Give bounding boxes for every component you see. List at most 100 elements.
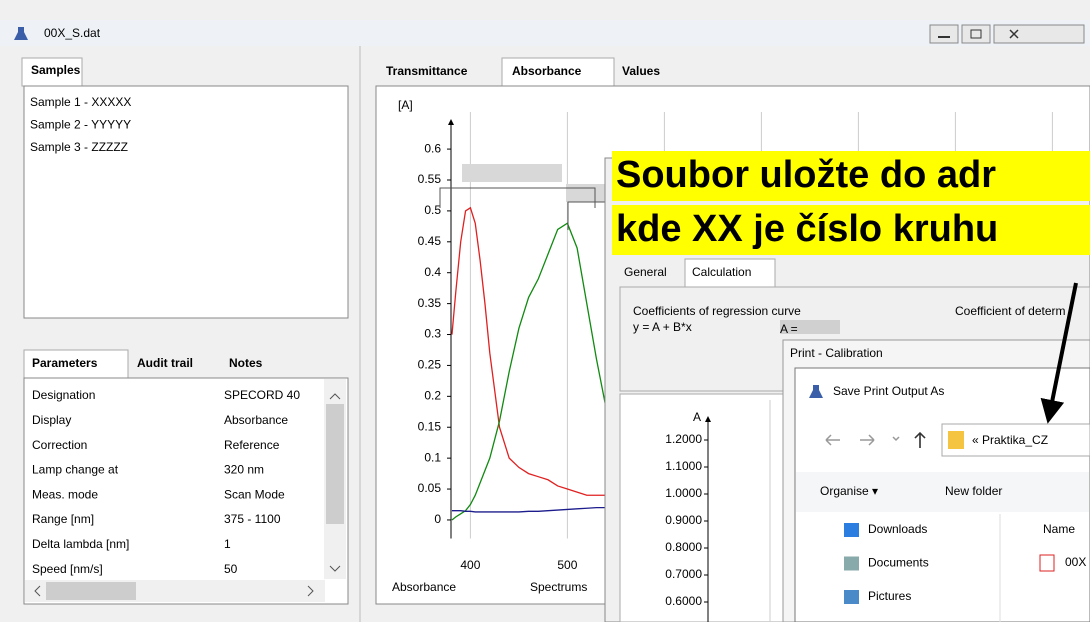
dialog-title: Save Print Output As bbox=[833, 384, 944, 398]
spectrum-tab-active[interactable] bbox=[501, 57, 615, 87]
cal-tab[interactable]: Calculation bbox=[692, 265, 751, 279]
nav-icon bbox=[844, 590, 859, 604]
bottom-label: Absorbance bbox=[392, 580, 456, 594]
x-tick-label: 500 bbox=[557, 558, 577, 572]
y-tick-label: 1.2000 bbox=[665, 432, 702, 446]
param-tab[interactable]: Parameters bbox=[32, 356, 98, 370]
scroll-thumb[interactable] bbox=[326, 404, 344, 524]
nav-item[interactable]: Downloads bbox=[868, 522, 927, 536]
spectrum-line bbox=[451, 206, 607, 496]
y-tick-label: 0.35 bbox=[418, 296, 442, 310]
nav-item[interactable]: Pictures bbox=[868, 589, 911, 603]
window-buttons[interactable] bbox=[929, 24, 1085, 44]
spectrum-tab[interactable]: Absorbance bbox=[512, 64, 582, 78]
param-tab[interactable]: Notes bbox=[229, 356, 263, 370]
sample-item: Sample 2 - YYYYY bbox=[30, 118, 131, 132]
scroll-arrows[interactable] bbox=[329, 393, 341, 572]
h-thumb[interactable] bbox=[46, 582, 136, 600]
cal-det-title: Coefficient of determ bbox=[955, 304, 1066, 318]
param-cell: Delta lambda [nm] bbox=[32, 537, 129, 551]
nav-icon bbox=[844, 523, 859, 537]
file-item[interactable]: 00X bbox=[1065, 555, 1086, 569]
param-cell: Lamp change at bbox=[32, 463, 119, 477]
dialog-icon bbox=[809, 385, 823, 398]
param-cell: Display bbox=[32, 413, 71, 427]
address-bar[interactable] bbox=[941, 423, 1090, 457]
param-cell: 1 bbox=[224, 537, 231, 551]
sample-item: Sample 1 - XXXXX bbox=[30, 95, 131, 109]
up-button[interactable] bbox=[914, 431, 926, 448]
legend-brackets bbox=[439, 187, 608, 230]
cal-coef-title: Coefficients of regression curve bbox=[633, 304, 801, 318]
param-cell: Absorbance bbox=[224, 413, 288, 427]
param-cell: 50 bbox=[224, 562, 238, 576]
param-tab-active[interactable] bbox=[23, 349, 129, 379]
x-tick-label: 400 bbox=[460, 558, 480, 572]
spectrum-tab[interactable]: Values bbox=[622, 64, 660, 78]
y-tick-label: 0.4 bbox=[424, 265, 441, 279]
title-bar bbox=[0, 20, 1090, 46]
column-header: Name bbox=[1043, 522, 1075, 536]
y-tick-label: 0.5 bbox=[424, 203, 441, 217]
param-cell: Designation bbox=[32, 388, 95, 402]
param-cell: Scan Mode bbox=[224, 487, 285, 501]
param-tab[interactable]: Audit trail bbox=[137, 356, 193, 370]
annotation-text: Soubor uložte do adr bbox=[616, 154, 996, 196]
toolbar bbox=[796, 472, 1089, 512]
pdf-icon bbox=[1039, 554, 1055, 572]
param-cell: Range [nm] bbox=[32, 512, 94, 526]
param-table bbox=[23, 377, 349, 605]
y-axis-label: [A] bbox=[398, 98, 413, 112]
window-title: 00X_S.dat bbox=[44, 26, 101, 40]
annotation-text: kde XX je číslo kruhu bbox=[616, 208, 998, 250]
param-cell: SPECORD 40 bbox=[224, 388, 300, 402]
y-tick-label: 0.45 bbox=[418, 234, 442, 248]
param-cell: Meas. mode bbox=[32, 487, 98, 501]
y-axis-label: A bbox=[693, 410, 701, 424]
y-tick-label: 1.1000 bbox=[665, 459, 702, 473]
spectrum-line bbox=[451, 222, 607, 521]
y-tick-label: 0.8000 bbox=[665, 540, 702, 554]
y-tick-label: 0.7000 bbox=[665, 567, 702, 581]
bottom-label: Spectrums bbox=[530, 580, 587, 594]
blurred-legend bbox=[566, 184, 606, 202]
y-tick-label: 1.0000 bbox=[665, 486, 702, 500]
address-path: « Praktika_CZ bbox=[972, 433, 1048, 447]
cal-tab-active[interactable] bbox=[684, 258, 776, 288]
param-cell: Correction bbox=[32, 438, 87, 452]
nav-icon bbox=[844, 556, 859, 571]
app-icon bbox=[14, 27, 28, 40]
toolbar-button[interactable]: New folder bbox=[945, 484, 1002, 498]
samples-tab[interactable] bbox=[21, 57, 83, 87]
cal-a: A = bbox=[780, 322, 798, 336]
highlight bbox=[612, 205, 1090, 255]
y-tick-label: 0 bbox=[434, 512, 441, 526]
cal-tab[interactable]: General bbox=[624, 265, 667, 279]
folder-icon bbox=[948, 431, 964, 449]
tab-label: Samples bbox=[31, 63, 81, 77]
spectrum-tab[interactable]: Transmittance bbox=[386, 64, 468, 78]
param-cell: 320 nm bbox=[224, 463, 264, 477]
y-tick-label: 0.2 bbox=[424, 389, 441, 403]
blurred-value bbox=[780, 320, 840, 334]
blurred-legend bbox=[462, 164, 562, 182]
h-arrows[interactable] bbox=[34, 585, 314, 597]
sample-item: Sample 3 - ZZZZZ bbox=[30, 140, 128, 154]
y-tick-label: 0.3 bbox=[424, 327, 441, 341]
y-tick-label: 0.6 bbox=[424, 141, 441, 155]
y-tick-label: 0.9000 bbox=[665, 513, 702, 527]
y-tick-label: 0.05 bbox=[418, 481, 442, 495]
toolbar-button[interactable]: Organise ▾ bbox=[820, 484, 878, 498]
nav-item[interactable]: Documents bbox=[868, 556, 929, 570]
param-cell: Speed [nm/s] bbox=[32, 562, 103, 576]
y-tick-label: 0.15 bbox=[418, 419, 442, 433]
y-tick-label: 0.55 bbox=[418, 172, 442, 186]
highlight bbox=[612, 151, 1090, 201]
spectrum-line bbox=[451, 506, 607, 513]
param-cell: 375 - 1100 bbox=[224, 512, 281, 526]
print-title: Print - Calibration bbox=[790, 346, 883, 360]
y-tick-label: 0.1 bbox=[424, 450, 441, 464]
param-cell: Reference bbox=[224, 438, 280, 452]
cal-equation: y = A + B*x bbox=[633, 320, 692, 334]
